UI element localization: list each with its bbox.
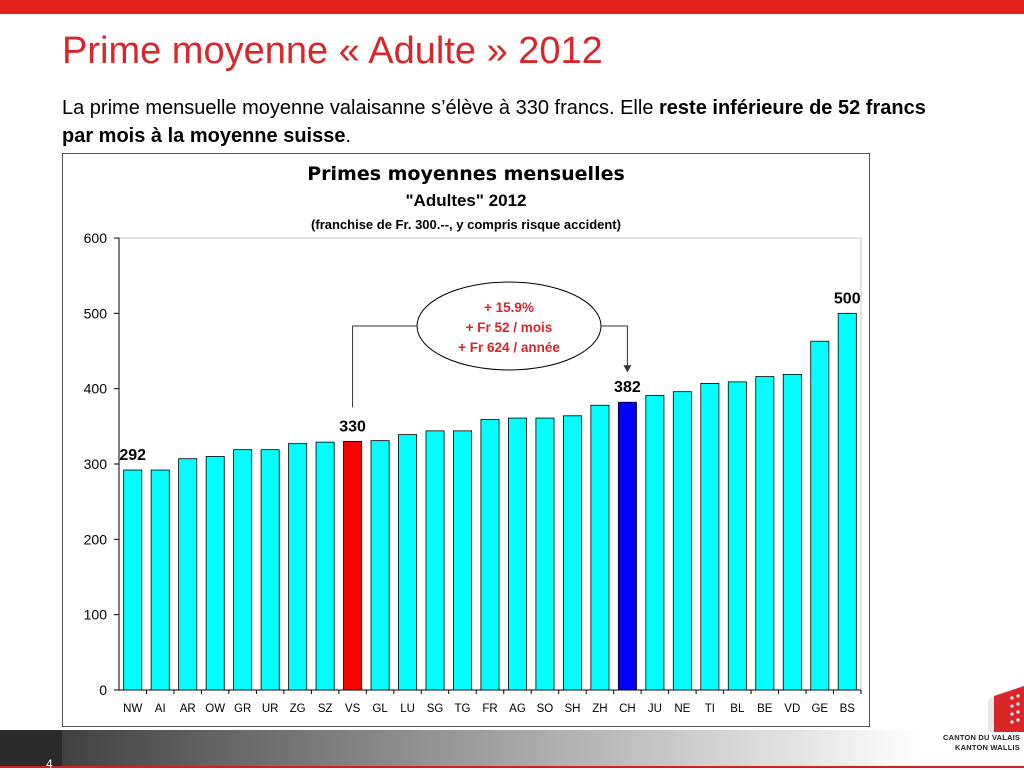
y-tick-label: 300 (84, 456, 108, 472)
x-tick-label-lu: LU (400, 703, 415, 715)
page-number: 4 (46, 757, 53, 771)
bar-ow (205, 456, 225, 691)
annotation-connector-left (352, 325, 417, 408)
x-tick-label-be: BE (757, 703, 773, 715)
x-tick-label-ow: OW (205, 703, 225, 715)
chart-frame: Primes moyennes mensuelles "Adultes" 2012… (62, 153, 870, 727)
bar-bl (727, 381, 747, 691)
x-tick-label-ti: TI (705, 703, 715, 715)
y-tick-label: 200 (84, 531, 108, 547)
annotation-line: + 15.9% (484, 300, 534, 315)
x-tick-label-nw: NW (123, 703, 142, 715)
x-tick-label-ge: GE (811, 703, 828, 715)
data-label-nw: 292 (119, 447, 146, 464)
bar-ne (672, 391, 692, 691)
bar-tg (453, 430, 472, 691)
bar-fr (480, 419, 500, 691)
bar-sz (315, 441, 335, 691)
x-tick-label-ne: NE (674, 703, 690, 715)
chart-title-line2: "Adultes" 2012 (405, 191, 526, 210)
bar-ju (645, 395, 665, 691)
data-label-ch: 382 (614, 379, 641, 396)
x-tick-label-ai: AI (155, 703, 166, 715)
bar-so (535, 417, 555, 691)
x-tick-label-gl: GL (372, 703, 388, 715)
bar-nw (123, 469, 143, 691)
x-tick-label-bs: BS (840, 703, 856, 715)
x-tick-label-sg: SG (427, 703, 444, 715)
y-tick-label: 600 (84, 230, 108, 246)
annotation-arrowhead (623, 365, 632, 373)
canton-valais-logo (988, 686, 1024, 732)
bar-ag (508, 417, 527, 691)
x-tick-label-ju: JU (648, 703, 662, 715)
annotation-connector-right (601, 325, 628, 371)
x-tick-label-zg: ZG (290, 703, 306, 715)
data-label-vs: 330 (339, 418, 366, 435)
subtitle-plain: La prime mensuelle moyenne valaisanne s’… (62, 97, 660, 119)
subtitle-bold: reste inférieure de 52 francs par mois à… (62, 97, 926, 147)
slide-subtitle: La prime mensuelle moyenne valaisanne s’… (62, 94, 962, 150)
y-tick-label: 400 (84, 381, 108, 397)
x-tick-label-fr: FR (482, 703, 497, 715)
chart-title-line1: Primes moyennes mensuelles (307, 163, 625, 185)
x-tick-label-ch: CH (619, 703, 636, 715)
x-tick-label-ar: AR (180, 703, 196, 715)
bar-gr (233, 449, 253, 691)
y-tick-label: 500 (84, 305, 108, 321)
bar-lu (398, 434, 418, 691)
x-tick-label-ag: AG (509, 703, 526, 715)
bar-zh (590, 404, 610, 691)
bar-ur (260, 449, 280, 691)
annotation-line: + Fr 52 / mois (466, 320, 553, 335)
logo-line2: KANTON WALLIS (955, 743, 1020, 752)
bar-zg (288, 443, 308, 691)
top-red-bar (0, 0, 1024, 14)
slide-title: Prime moyenne « Adulte » 2012 (62, 30, 603, 72)
x-tick-label-vd: VD (784, 703, 800, 715)
x-tick-label-ur: UR (262, 703, 279, 715)
y-tick-label: 0 (99, 682, 107, 698)
x-tick-label-bl: BL (730, 703, 745, 715)
chart-title-line3: (franchise de Fr. 300.--, y compris risq… (311, 217, 621, 232)
annotation-line: + Fr 624 / année (458, 340, 560, 355)
bar-sg (425, 430, 445, 691)
x-tick-label-so: SO (537, 703, 554, 715)
bar-chart: Primes moyennes mensuelles "Adultes" 2012… (84, 163, 862, 715)
bar-bs (837, 312, 857, 691)
x-tick-label-gr: GR (234, 703, 251, 715)
bar-ai (150, 469, 170, 691)
bar-ge (810, 340, 830, 691)
bar-ti (700, 382, 720, 691)
data-label-bs: 500 (834, 290, 861, 307)
x-tick-label-vs: VS (345, 703, 361, 715)
x-tick-label-tg: TG (455, 703, 471, 715)
bar-be (755, 376, 775, 691)
bar-sh (562, 415, 582, 691)
y-tick-label: 100 (84, 607, 108, 623)
logo-line1: CANTON DU VALAIS (943, 733, 1021, 742)
bar-ar (178, 458, 198, 691)
bar-vd (782, 373, 802, 691)
footer-band (0, 730, 1024, 768)
bar-vs (343, 440, 363, 691)
x-tick-label-sz: SZ (318, 703, 333, 715)
bar-ch (617, 401, 637, 691)
x-tick-label-zh: ZH (592, 703, 607, 715)
subtitle-end: . (345, 125, 352, 147)
x-tick-label-sh: SH (564, 703, 580, 715)
bar-gl (370, 440, 390, 691)
